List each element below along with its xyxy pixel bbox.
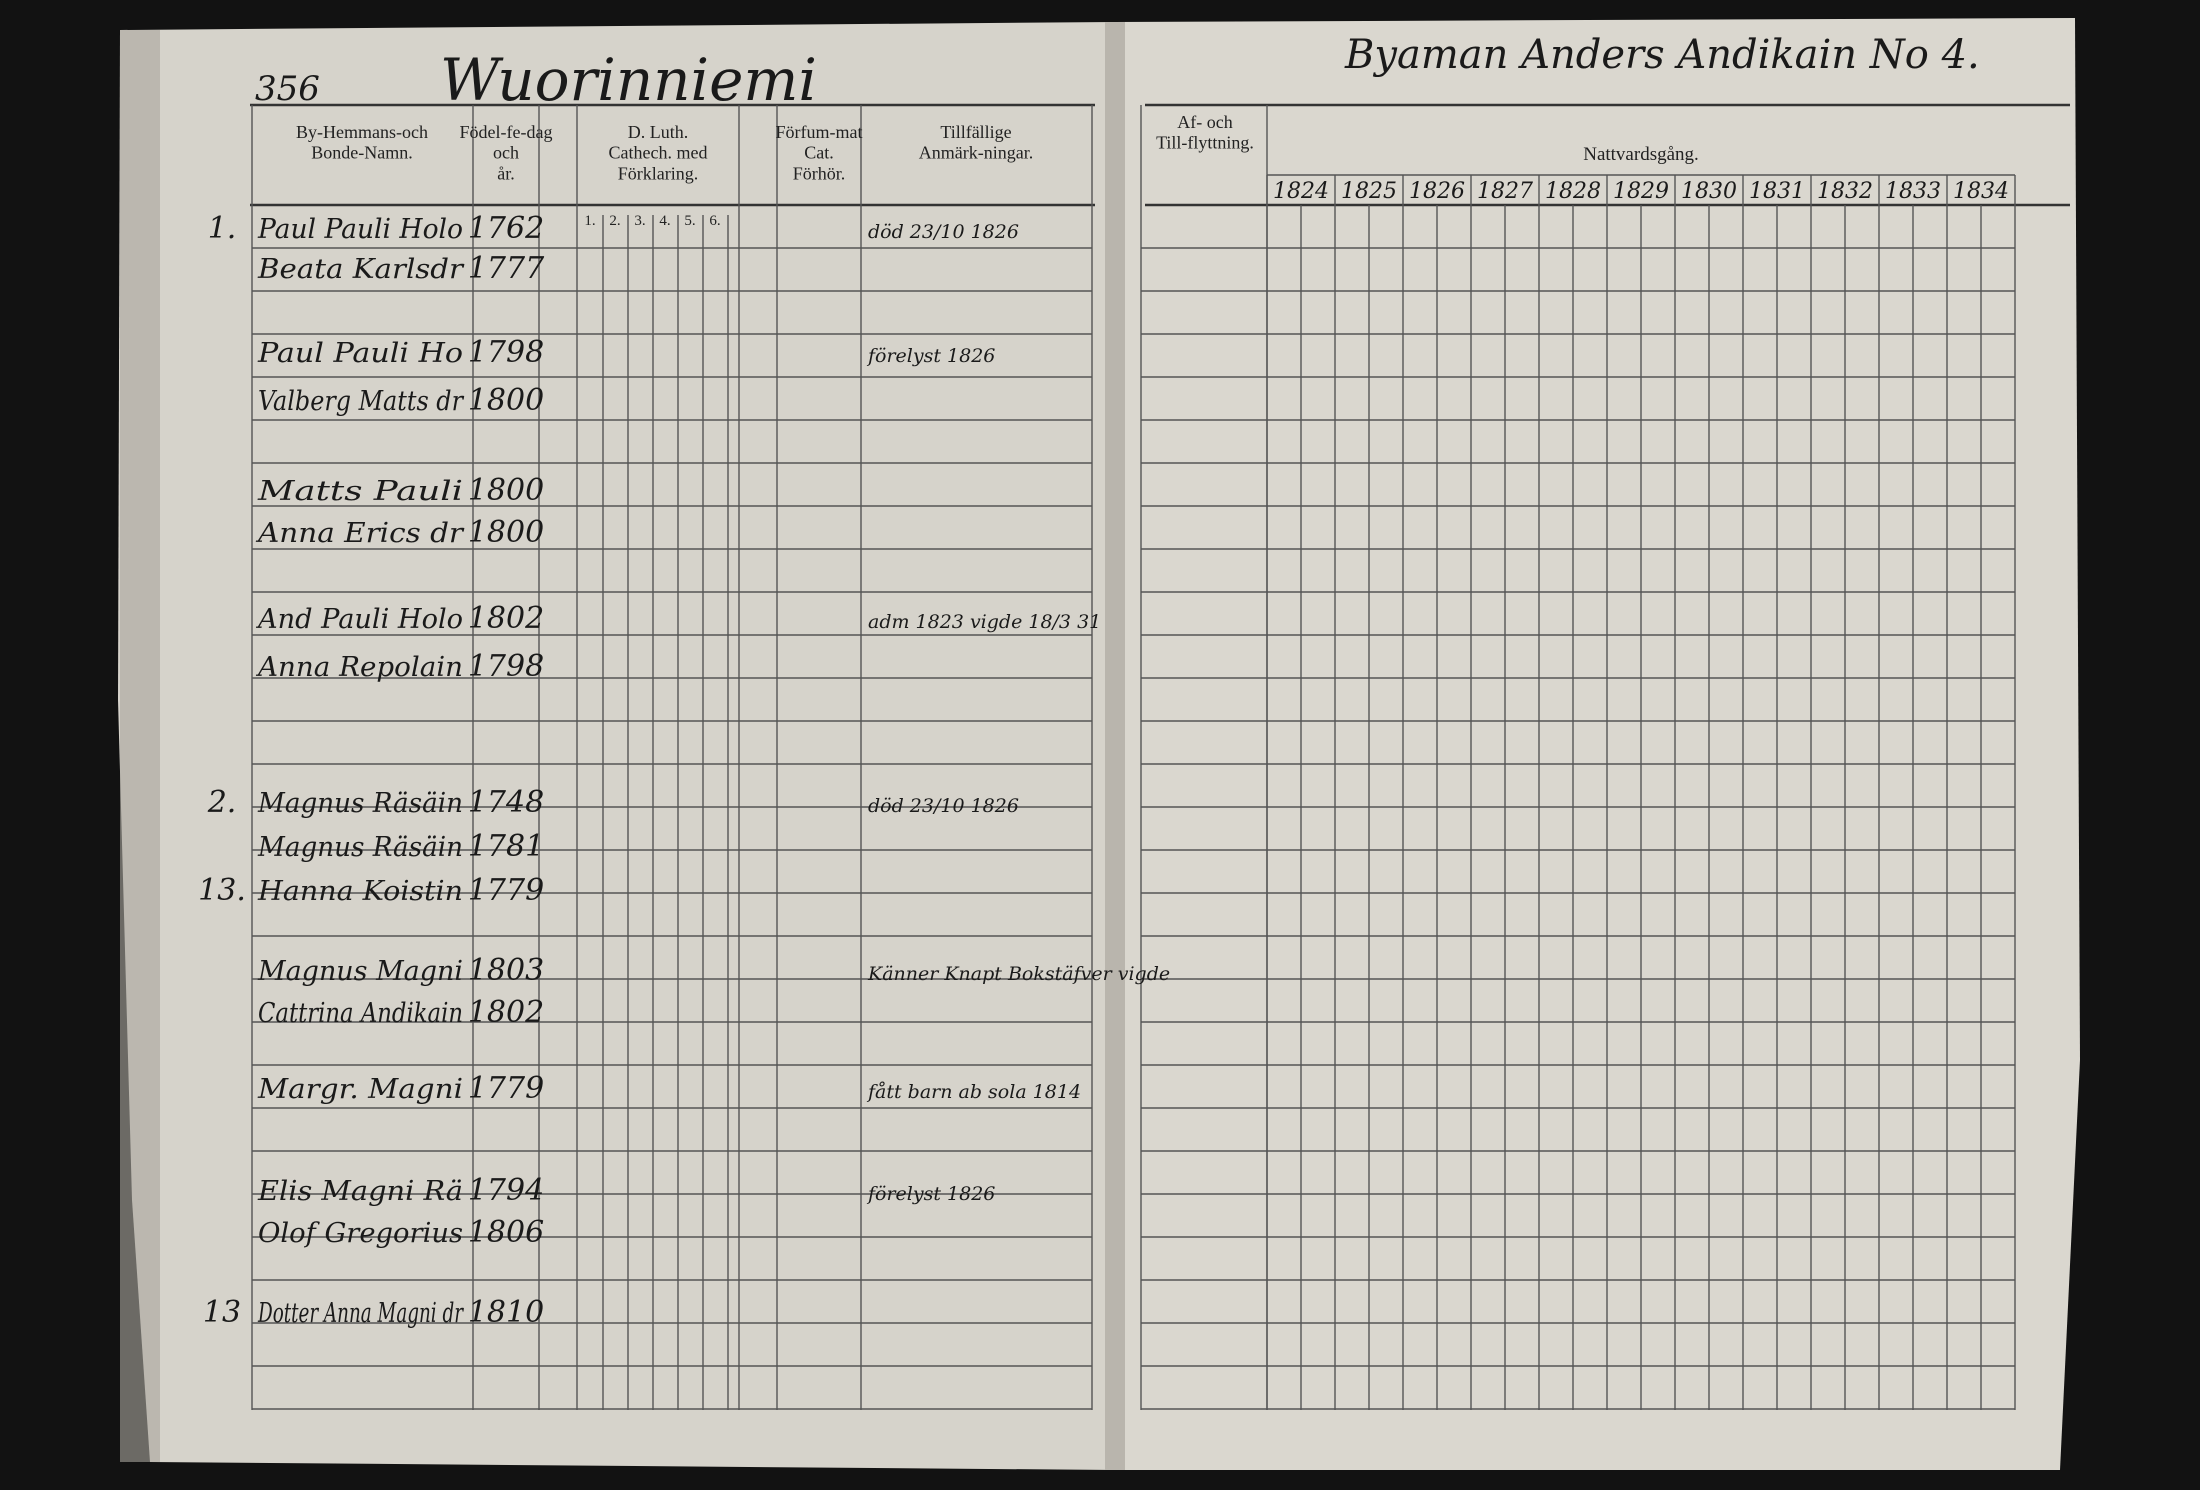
entry-name: Magnus Räsäin	[257, 832, 463, 863]
column-header: Tillfällige Anmärk-ningar.	[919, 122, 1033, 163]
entry-name: Valberg Matts dr	[258, 386, 465, 417]
entry-born: 1762	[468, 211, 544, 246]
entry-name: Margr. Magni	[257, 1074, 463, 1105]
column-header: Nattvardsgång.	[1583, 144, 1699, 165]
year-label: 1828	[1545, 179, 1601, 204]
entry-name: Beata Karlsdr	[257, 254, 465, 285]
gutter	[1105, 22, 1125, 1470]
entry-name: And Pauli Holo	[255, 604, 463, 635]
entry-born: 1798	[468, 335, 544, 370]
entry-born: 1794	[468, 1173, 544, 1208]
page-edges	[120, 30, 160, 1462]
column-header: Af- och Till-flyttning.	[1156, 112, 1254, 153]
catechism-part: 6.	[709, 213, 720, 229]
catechism-part: 5.	[684, 213, 695, 229]
year-label: 1826	[1409, 179, 1465, 204]
year-label: 1830	[1681, 179, 1737, 204]
entry-born: 1779	[468, 1071, 544, 1106]
entry-born: 1798	[468, 649, 544, 684]
entry-name: Magnus Magni	[257, 956, 463, 987]
page-number: 356	[255, 69, 320, 109]
column-header: By-Hemmans-och Bonde-Namn.	[296, 122, 428, 163]
column-header: Förfum-mat Cat. Förhör.	[776, 122, 863, 183]
entry-number: 2.	[207, 785, 237, 820]
entry-born: 1748	[468, 785, 544, 820]
entry-born: 1781	[468, 829, 544, 864]
entry-note: död 23/10 1826	[868, 221, 1019, 243]
year-label: 1834	[1953, 179, 2009, 204]
entry-note: adm 1823 vigde 18/3 31	[868, 611, 1101, 633]
catechism-part: 3.	[634, 213, 645, 229]
entry-name: Cattrina Andikain	[258, 998, 463, 1029]
entry-born: 1800	[468, 515, 544, 550]
entry-note: förelyst 1826	[866, 1183, 995, 1205]
entry-born: 1810	[468, 1295, 544, 1330]
entry-born: 1803	[468, 953, 544, 988]
year-label: 1827	[1477, 179, 1533, 204]
content: 356 Wuorinniemi By-Hemmans-och Bonde-Namn. F…	[198, 32, 2009, 1330]
entry-born: 1806	[468, 1215, 544, 1250]
right-page	[1115, 18, 2080, 1470]
catechism-part: 4.	[659, 213, 670, 229]
entry-born: 1802	[468, 995, 544, 1030]
year-label: 1833	[1885, 179, 1941, 204]
entry-name: Matts Pauli	[257, 476, 463, 507]
column-header: D. Luth. Cathech. med Förklaring.	[609, 122, 708, 183]
entry-number: 13	[203, 1295, 241, 1330]
catechism-part: 1.	[584, 213, 595, 229]
year-label: 1825	[1341, 179, 1397, 204]
entry-name: Anna Erics dr	[255, 518, 466, 549]
entry-name: Elis Magni Rä	[257, 1176, 463, 1207]
entry-name: Olof Gregorius	[258, 1218, 463, 1249]
entry-name: Magnus Räsäin	[257, 788, 463, 819]
year-label: 1824	[1273, 179, 1329, 204]
entry-note: död 23/10 1826	[868, 795, 1019, 817]
year-label: 1829	[1613, 179, 1669, 204]
entry-number: 1.	[208, 211, 237, 246]
entry-name: Anna Repolain	[255, 652, 463, 683]
entry-name: Paul Pauli Holo	[257, 214, 463, 245]
ruling	[250, 103, 2070, 1410]
entry-born: 1779	[468, 873, 544, 908]
entry-born: 1777	[468, 251, 545, 286]
entry-born: 1800	[468, 383, 544, 418]
village-name: Wuorinniemi	[440, 46, 817, 114]
entry-name: Dotter Anna Magni dr	[257, 1298, 464, 1329]
catechism-part: 2.	[609, 213, 620, 229]
column-header: Födel-fe-dag och år.	[460, 122, 553, 183]
entry-name: Paul Pauli Ho	[257, 338, 463, 369]
entry-note: fått barn ab sola 1814	[866, 1081, 1081, 1103]
entry-note: förelyst 1826	[866, 345, 995, 367]
entry-note: Känner Knapt Bokstäfver vigde	[867, 963, 1170, 985]
page-header: Byaman Anders Andikain No 4.	[1344, 32, 1980, 78]
entry-number: 13.	[198, 873, 246, 908]
entry-name: Hanna Koistin	[257, 876, 463, 907]
entry-born: 1800	[468, 473, 544, 508]
year-label: 1831	[1749, 179, 1805, 204]
year-label: 1832	[1817, 179, 1873, 204]
entry-born: 1802	[468, 601, 544, 636]
